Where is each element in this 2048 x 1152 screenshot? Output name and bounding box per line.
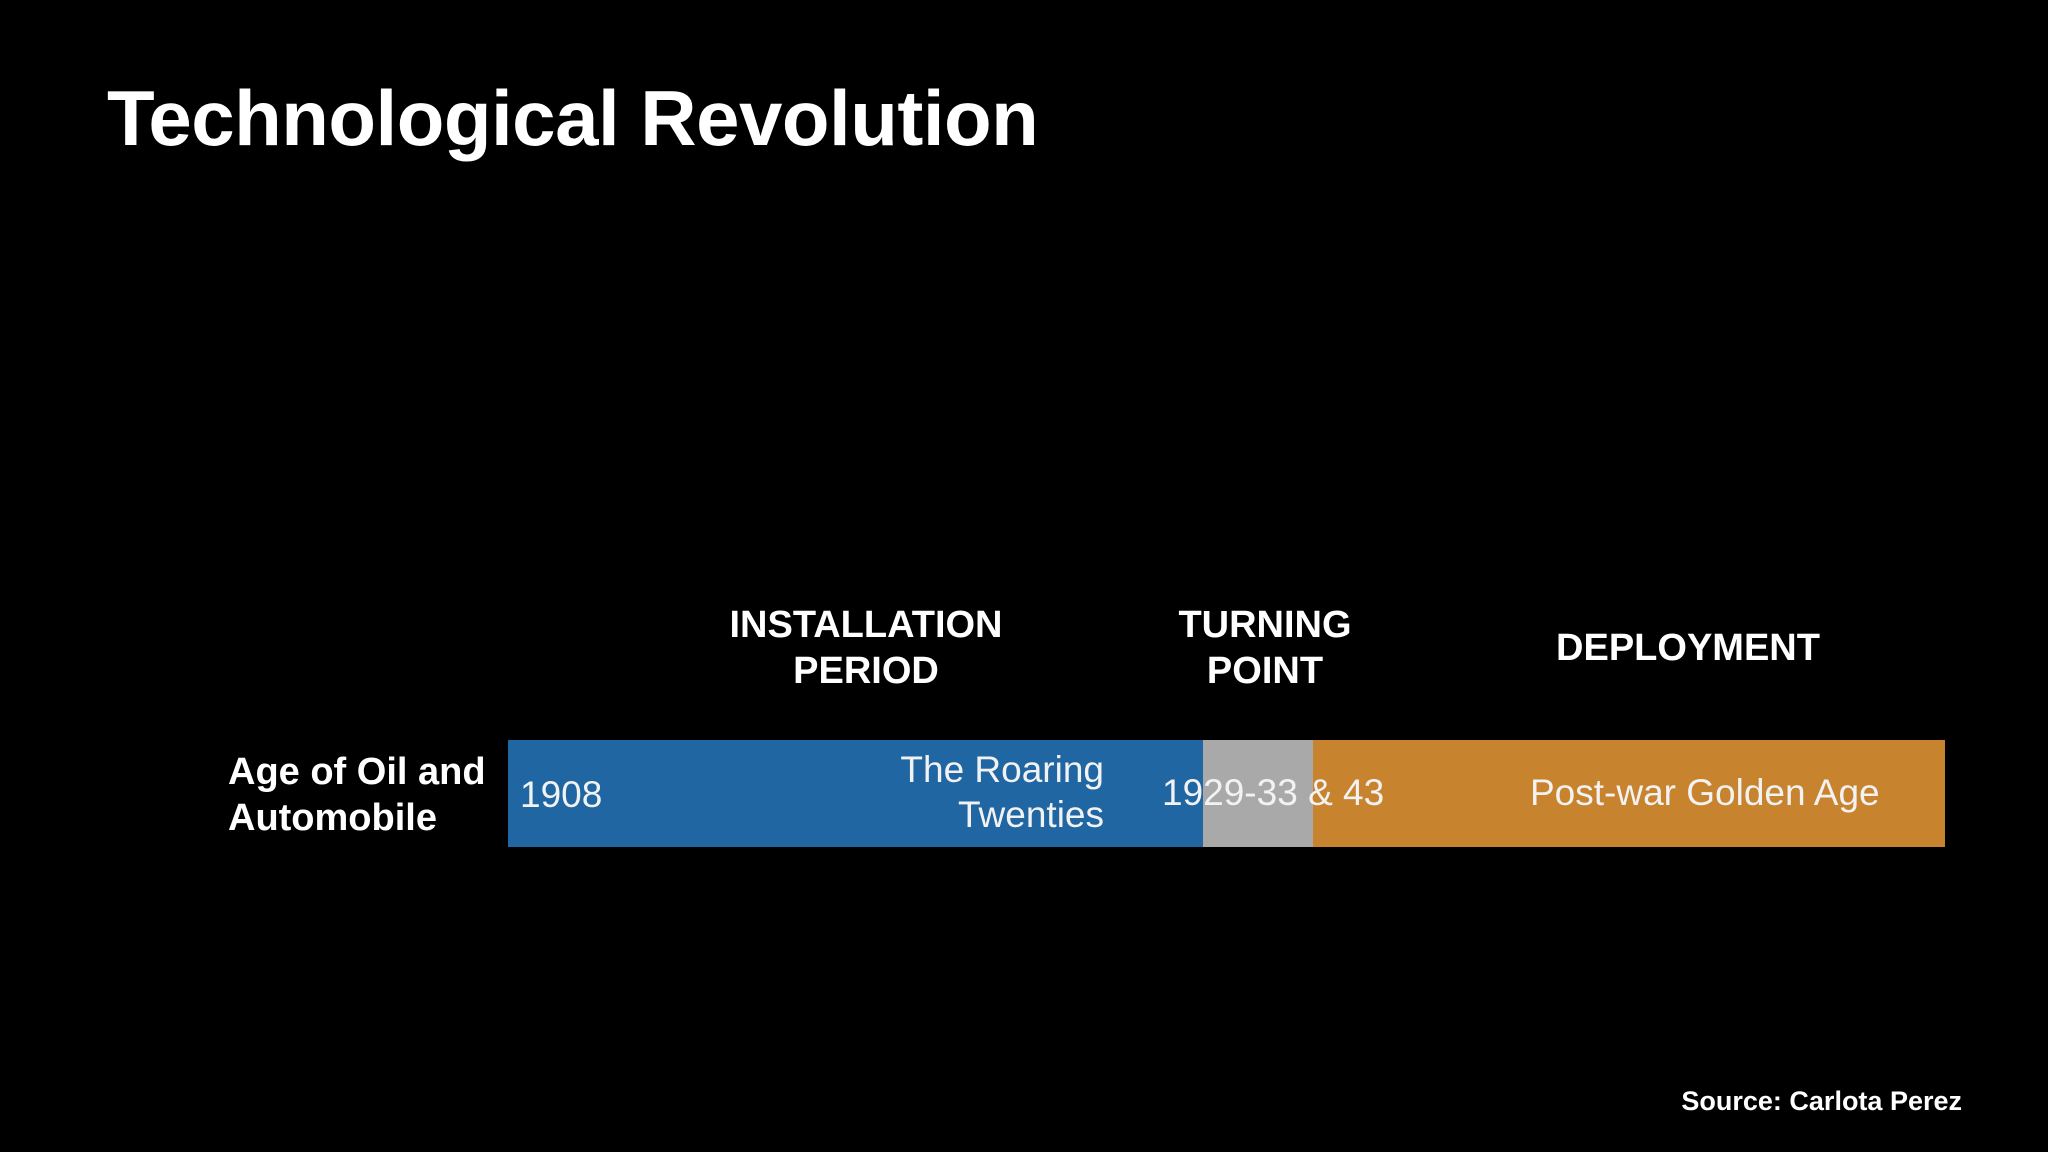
- start-year-label: 1908: [520, 774, 603, 815]
- phase-header-installation-line2: PERIOD: [793, 650, 939, 692]
- installation-era-label-line1: The Roaring: [900, 749, 1104, 790]
- phase-header-deployment: DEPLOYMENT: [1556, 625, 1820, 671]
- turning-point-years-label: 1929-33 & 43: [1162, 772, 1385, 813]
- source-note: Source: Carlota Perez: [1681, 1086, 1962, 1116]
- phase-header-turning-point-line2: POINT: [1206, 650, 1324, 692]
- phase-header-turning-point: TURNING POINT: [1178, 602, 1351, 694]
- installation-era-label: The Roaring Twenties: [900, 747, 1104, 837]
- row-label-line1: Age of Oil and: [228, 751, 486, 793]
- phase-header-turning-point-line1: TURNING: [1178, 604, 1352, 646]
- deployment-era-label: Post-war Golden Age: [1530, 772, 1880, 813]
- phase-header-installation: INSTALLATION PERIOD: [730, 602, 1003, 694]
- installation-segment: [508, 740, 1203, 847]
- row-label-line2: Automobile: [228, 797, 437, 839]
- installation-era-label-line2: Twenties: [957, 794, 1104, 835]
- timeline-bar: 1908 The Roaring Twenties 1929-33 & 43 P…: [508, 740, 1945, 847]
- slide-title: Technological Revolution: [107, 74, 1039, 162]
- phase-header-deployment-line1: DEPLOYMENT: [1556, 627, 1820, 669]
- turning-point-segment: [1203, 740, 1313, 847]
- deployment-segment: [1313, 740, 1945, 847]
- row-label: Age of Oil and Automobile: [228, 749, 486, 841]
- phase-header-installation-line1: INSTALLATION: [729, 604, 1003, 646]
